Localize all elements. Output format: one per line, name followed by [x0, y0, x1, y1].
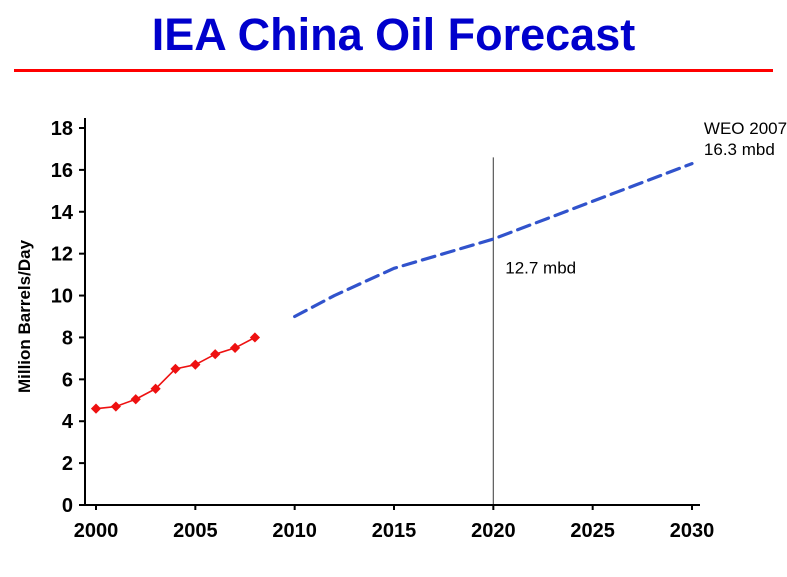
data-point-marker	[90, 403, 102, 414]
x-tick-label: 2025	[570, 520, 615, 542]
x-tick-label: 2030	[670, 520, 715, 542]
x-tick-label: 2005	[173, 520, 218, 542]
y-tick-label: 18	[51, 118, 73, 140]
page-title: IEA China Oil Forecast	[151, 9, 636, 60]
x-tick-label: 2020	[471, 520, 516, 542]
x-tick-label: 2000	[74, 520, 119, 542]
y-tick-label: 6	[62, 369, 73, 391]
oil-forecast-chart: 0 2 4 6 8 10 12 14 16 18 2000 2005 2010 2015 2020 2025 2…	[15, 118, 787, 542]
data-point-marker	[110, 401, 121, 412]
title-underline	[14, 68, 773, 72]
y-tick-label: 4	[62, 411, 74, 433]
y-tick-label: 16	[51, 160, 73, 182]
y-tick-label: 10	[51, 286, 73, 308]
annotation: WEO 2007	[704, 119, 787, 138]
x-tick-label: 2015	[372, 520, 417, 542]
y-tick-label: 0	[62, 495, 73, 517]
data-point-marker	[150, 383, 161, 394]
series-line-forecast	[293, 162, 694, 319]
x-tick-label: 2010	[272, 520, 317, 542]
y-tick-label: 2	[62, 453, 73, 475]
y-axis-label: Million Barrels/Day	[15, 239, 34, 393]
data-point-marker	[210, 349, 221, 360]
data-point-marker	[249, 332, 261, 343]
annotation: 16.3 mbd	[704, 140, 775, 159]
y-tick-label: 12	[51, 244, 73, 266]
y-tick-label: 14	[51, 202, 74, 224]
data-point-marker	[190, 359, 201, 370]
y-tick-label: 8	[62, 327, 73, 349]
data-point-marker	[170, 363, 181, 374]
data-point-marker	[130, 394, 141, 405]
annotation: 12.7 mbd	[505, 258, 576, 277]
data-point-marker	[229, 342, 241, 354]
chart-area: 0 2 4 6 8 10 12 14 16 18 2000 2005 2010 2015 2020 2025 2…	[0, 90, 787, 577]
